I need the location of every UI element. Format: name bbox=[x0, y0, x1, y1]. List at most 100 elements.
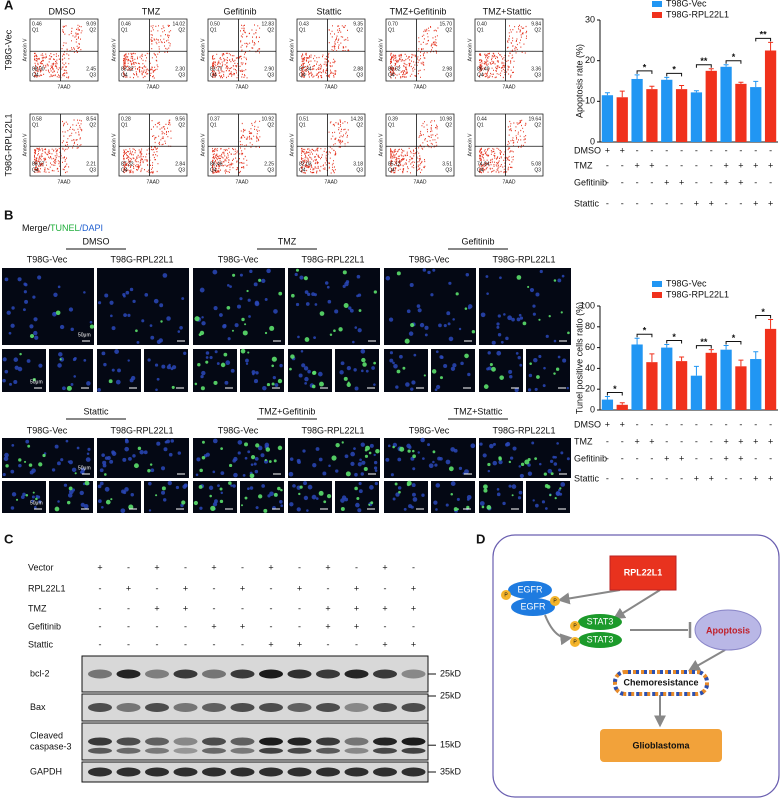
nucleus bbox=[411, 483, 416, 488]
bar bbox=[720, 66, 732, 142]
micrograph-group: DMSO T98G-Vec T98G-RPL22L1 50μm 50μm bbox=[2, 236, 189, 392]
treatment-sign: - bbox=[99, 639, 102, 649]
tunel-cell bbox=[323, 500, 327, 504]
band bbox=[287, 747, 312, 754]
nucleus bbox=[36, 495, 41, 499]
treatment-sign: + bbox=[694, 473, 699, 483]
cell-line-label: T98G-Vec bbox=[409, 425, 450, 435]
tunel-cell bbox=[226, 305, 231, 310]
nucleus bbox=[252, 372, 255, 376]
nucleus bbox=[273, 309, 278, 314]
cell-line-label: T98G-Vec bbox=[409, 254, 450, 264]
nucleus bbox=[230, 484, 233, 487]
tunel-cell bbox=[137, 446, 142, 451]
significance-label: * bbox=[643, 62, 647, 72]
nucleus bbox=[535, 292, 540, 297]
quadrant-label: Q1 bbox=[32, 27, 39, 33]
tunel-cell bbox=[410, 322, 415, 328]
error-bar bbox=[634, 337, 640, 345]
treatment-sign: - bbox=[298, 562, 301, 572]
nucleus bbox=[435, 508, 438, 511]
nucleus bbox=[97, 484, 102, 489]
treatment-sign: - bbox=[241, 639, 244, 649]
treatment-sign: - bbox=[99, 621, 102, 631]
tunel-cell bbox=[318, 490, 324, 496]
nucleus bbox=[212, 470, 216, 474]
treatment-sign: + bbox=[634, 160, 639, 170]
nucleus bbox=[295, 302, 300, 307]
nucleus bbox=[52, 311, 57, 317]
treatment-sign: + bbox=[411, 583, 416, 593]
band bbox=[316, 737, 340, 746]
tunel-cell bbox=[487, 462, 491, 467]
nucleus bbox=[177, 330, 181, 333]
treatment-sign: - bbox=[739, 198, 742, 208]
quadrant-label: Q4 bbox=[210, 72, 217, 78]
band bbox=[173, 669, 198, 679]
treatment-label: TMZ bbox=[574, 436, 593, 446]
tunel-cell bbox=[66, 500, 71, 505]
nucleus bbox=[253, 462, 257, 466]
treatment-sign: - bbox=[298, 621, 301, 631]
tunel-cell bbox=[303, 276, 308, 281]
treatment-sign: + bbox=[325, 621, 330, 631]
legend-swatch bbox=[652, 1, 662, 7]
band bbox=[373, 703, 397, 712]
axis-label: Annexin V bbox=[378, 133, 384, 156]
nucleus bbox=[395, 492, 400, 497]
micrograph bbox=[479, 268, 571, 345]
treatment-sign: - bbox=[695, 453, 698, 463]
nucleus bbox=[114, 349, 119, 354]
nucleus bbox=[306, 509, 309, 512]
nucleus bbox=[446, 311, 451, 316]
nucleus bbox=[24, 283, 28, 287]
nucleus bbox=[8, 331, 12, 335]
y-tick-label: 20 bbox=[585, 55, 595, 65]
y-tick-label: 40 bbox=[585, 363, 595, 373]
bar bbox=[661, 347, 673, 410]
condition-title: TMZ bbox=[142, 6, 161, 16]
nucleus bbox=[482, 453, 487, 458]
treatment-sign: - bbox=[606, 160, 609, 170]
treatment-label: Gefitinib bbox=[28, 621, 61, 631]
nucleus bbox=[59, 324, 65, 330]
tunel-cell bbox=[304, 337, 310, 342]
nucleus bbox=[10, 469, 15, 474]
micrograph bbox=[49, 349, 93, 392]
band bbox=[116, 703, 141, 712]
nucleus bbox=[212, 269, 218, 275]
quadrant-value: 0.46 bbox=[121, 21, 131, 27]
nucleus bbox=[487, 351, 491, 355]
nucleus bbox=[10, 323, 15, 328]
tunel-cell bbox=[194, 382, 198, 386]
error-bar bbox=[619, 90, 625, 98]
condition-title: Gefitinib bbox=[223, 6, 256, 16]
treatment-sign: + bbox=[297, 639, 302, 649]
nucleus bbox=[298, 373, 303, 378]
nucleus bbox=[111, 450, 115, 455]
tunel-cell bbox=[219, 487, 223, 491]
tunel-cell bbox=[343, 376, 348, 381]
nucleus bbox=[269, 491, 274, 497]
scatter-events bbox=[34, 24, 83, 79]
treatment-label: Gefitinib bbox=[574, 177, 607, 187]
nucleus bbox=[515, 351, 519, 355]
treatment-label: Stattic bbox=[28, 639, 54, 649]
nucleus bbox=[225, 360, 231, 366]
cell-line-label: T98G-Vec bbox=[27, 254, 68, 264]
blot-label: bcl-2 bbox=[30, 668, 50, 678]
nucleus bbox=[73, 375, 76, 378]
nucleus bbox=[496, 322, 500, 326]
treatment-label: TMZ bbox=[28, 603, 47, 613]
node-label: RPL22L1 bbox=[624, 567, 663, 577]
nucleus bbox=[480, 312, 486, 318]
significance-label: * bbox=[672, 65, 676, 75]
nucleus bbox=[65, 439, 69, 443]
quadrant-label: Q1 bbox=[477, 122, 484, 128]
nucleus bbox=[217, 484, 220, 488]
cell-line-label: T98G-RPL22L1 bbox=[110, 425, 173, 435]
nucleus bbox=[97, 499, 102, 503]
nucleus bbox=[315, 497, 319, 500]
nucleus bbox=[289, 502, 294, 507]
nucleus bbox=[419, 322, 425, 328]
